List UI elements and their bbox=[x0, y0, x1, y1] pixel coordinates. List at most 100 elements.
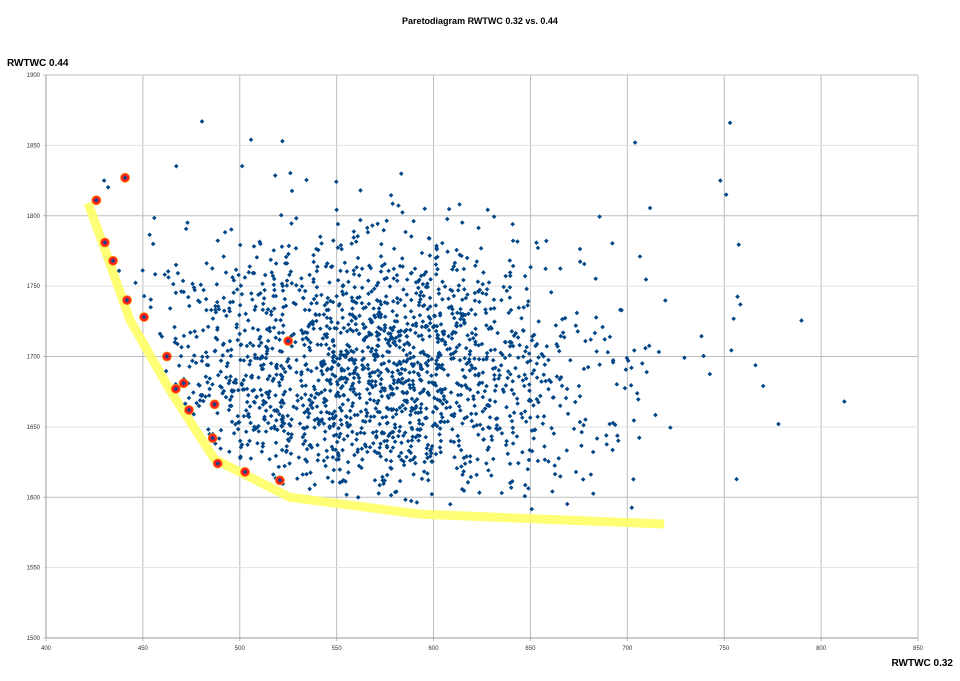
data-point bbox=[465, 333, 470, 338]
data-point bbox=[372, 315, 378, 320]
data-point bbox=[506, 310, 512, 316]
data-point bbox=[358, 217, 363, 223]
data-point bbox=[251, 427, 256, 433]
data-point bbox=[487, 415, 493, 420]
data-point bbox=[468, 411, 474, 417]
data-point bbox=[461, 455, 467, 461]
data-point bbox=[456, 382, 461, 387]
data-point bbox=[386, 395, 391, 401]
pareto-point bbox=[102, 240, 108, 245]
data-point bbox=[258, 241, 263, 247]
data-point bbox=[546, 386, 551, 392]
data-point bbox=[464, 385, 470, 391]
data-point bbox=[258, 387, 263, 393]
data-point bbox=[332, 353, 337, 359]
data-point bbox=[279, 447, 285, 453]
data-point bbox=[427, 304, 433, 309]
data-point bbox=[378, 381, 383, 387]
data-point bbox=[604, 433, 609, 438]
data-point bbox=[320, 371, 326, 377]
data-point bbox=[492, 347, 498, 352]
data-point bbox=[434, 423, 440, 429]
data-point bbox=[306, 345, 312, 350]
data-point bbox=[460, 220, 465, 225]
data-point bbox=[376, 337, 381, 342]
data-point bbox=[341, 376, 346, 381]
data-point bbox=[579, 443, 584, 449]
data-point bbox=[455, 433, 461, 439]
data-point bbox=[267, 328, 273, 334]
data-point bbox=[294, 406, 299, 411]
data-point bbox=[515, 239, 520, 244]
data-point bbox=[382, 276, 387, 282]
data-point bbox=[213, 441, 218, 446]
data-point bbox=[390, 327, 395, 333]
data-point bbox=[341, 392, 347, 398]
data-point bbox=[461, 488, 467, 493]
data-point bbox=[359, 425, 364, 431]
data-point bbox=[465, 480, 471, 485]
data-point bbox=[508, 307, 514, 313]
data-point bbox=[218, 427, 224, 433]
data-point bbox=[431, 313, 437, 319]
data-point bbox=[503, 273, 508, 279]
data-point bbox=[600, 324, 605, 330]
data-point bbox=[418, 364, 424, 370]
data-point bbox=[237, 455, 243, 461]
data-point bbox=[259, 353, 265, 359]
data-point bbox=[374, 435, 379, 440]
data-point bbox=[248, 137, 254, 143]
data-point bbox=[304, 330, 310, 336]
data-point bbox=[375, 280, 381, 286]
data-point bbox=[415, 433, 420, 438]
data-point bbox=[271, 293, 276, 299]
data-point bbox=[461, 469, 466, 474]
data-point bbox=[404, 334, 410, 339]
data-point bbox=[378, 302, 384, 307]
data-point bbox=[557, 474, 563, 479]
data-point bbox=[396, 333, 402, 339]
data-point bbox=[436, 286, 441, 292]
pareto-point bbox=[122, 175, 128, 181]
data-point bbox=[568, 357, 573, 363]
data-point bbox=[271, 376, 277, 381]
data-point bbox=[445, 347, 450, 352]
data-point bbox=[472, 290, 478, 296]
data-point bbox=[359, 362, 365, 368]
data-point bbox=[273, 440, 279, 446]
data-point bbox=[408, 408, 414, 414]
data-point bbox=[469, 418, 475, 424]
data-point bbox=[327, 280, 332, 285]
data-point bbox=[410, 322, 416, 328]
data-point bbox=[267, 373, 272, 379]
data-point bbox=[407, 420, 413, 426]
data-point bbox=[490, 366, 496, 372]
data-point bbox=[442, 284, 448, 289]
data-point bbox=[221, 254, 226, 259]
data-point bbox=[241, 413, 247, 419]
data-point bbox=[381, 328, 387, 334]
data-point bbox=[378, 389, 384, 394]
data-point bbox=[349, 318, 354, 324]
data-point bbox=[294, 476, 300, 481]
data-point bbox=[458, 311, 463, 316]
data-point bbox=[181, 289, 187, 295]
data-point bbox=[244, 386, 250, 392]
data-point bbox=[278, 317, 283, 323]
data-point bbox=[509, 418, 515, 424]
data-point bbox=[362, 430, 367, 436]
data-point bbox=[324, 448, 330, 454]
data-point bbox=[231, 278, 237, 283]
data-point bbox=[442, 419, 447, 425]
data-point bbox=[225, 348, 231, 354]
data-point bbox=[265, 420, 271, 426]
data-point bbox=[195, 298, 201, 303]
data-point bbox=[450, 267, 455, 272]
data-point bbox=[321, 312, 327, 317]
data-point bbox=[289, 432, 295, 437]
data-point bbox=[511, 410, 517, 416]
grid bbox=[43, 74, 919, 641]
data-point bbox=[243, 408, 249, 413]
x-axis-label: RWTWC 0.32 bbox=[892, 658, 954, 669]
data-point bbox=[389, 407, 395, 413]
